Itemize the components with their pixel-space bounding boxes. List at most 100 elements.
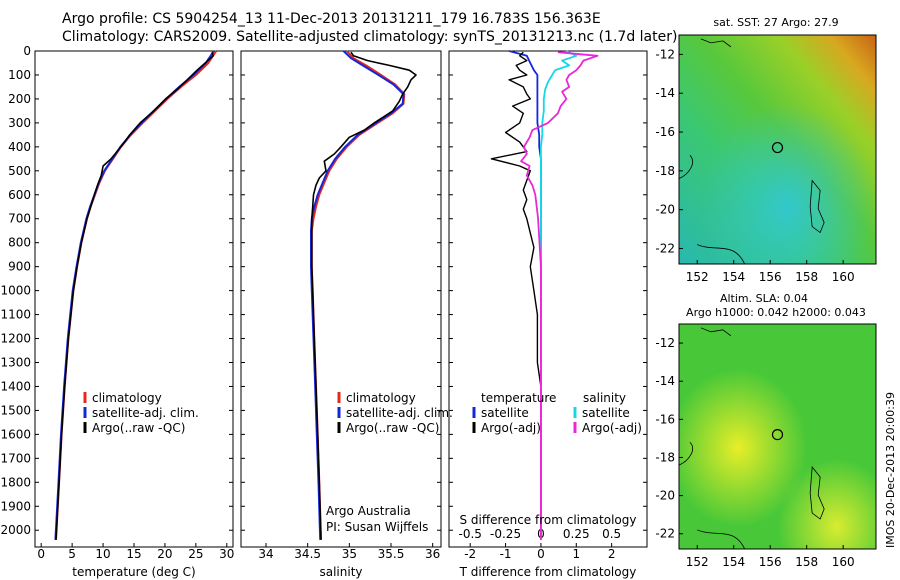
depth-tick-label: 1200 bbox=[0, 332, 31, 346]
sla-map-xtick-label: 154 bbox=[722, 555, 745, 569]
sla-map-north-contour bbox=[700, 327, 732, 337]
difference-t-xlabel: T difference from climatology bbox=[459, 565, 637, 579]
sla-map-ytick-label: -14 bbox=[655, 374, 675, 388]
difference-s-xlabel: S difference from climatology bbox=[460, 513, 637, 527]
salinity-xtick-label: 34.5 bbox=[294, 547, 321, 561]
depth-tick-label: 1600 bbox=[0, 427, 31, 441]
depth-tick-label: 700 bbox=[8, 212, 31, 226]
depth-tick-label: 500 bbox=[8, 164, 31, 178]
salinity-line-2 bbox=[310, 51, 417, 540]
difference-s-tick-label: -0.5 bbox=[459, 527, 482, 541]
temperature-line-2 bbox=[55, 51, 214, 540]
depth-tick-label: 0 bbox=[23, 44, 31, 58]
sla-map-subtitle: Argo h1000: 0.042 h2000: 0.043 bbox=[686, 306, 866, 319]
title-line-2: Climatology: CARS2009. Satellite-adjuste… bbox=[62, 29, 678, 45]
depth-tick-label: 1000 bbox=[0, 284, 31, 298]
legend-salinity-heading: salinity bbox=[583, 391, 626, 405]
chart-layer: 0100200300400500600700800900100011001200… bbox=[0, 16, 877, 579]
sst-map-xtick-label: 154 bbox=[722, 270, 745, 284]
sla-map-xtick-label: 160 bbox=[832, 555, 855, 569]
temperature-xtick-label: 20 bbox=[157, 547, 172, 561]
sst-map-title: sat. SST: 27 Argo: 27.9 bbox=[713, 16, 838, 29]
pi-label: PI: Susan Wijffels bbox=[326, 520, 428, 534]
sst-map-argo-marker bbox=[771, 141, 784, 154]
salinity-xtick-label: 36 bbox=[425, 547, 440, 561]
temperature-xtick-label: 10 bbox=[95, 547, 110, 561]
depth-tick-label: 1300 bbox=[0, 355, 31, 369]
sst-map-xtick-label: 152 bbox=[686, 270, 709, 284]
difference-plot-frame bbox=[448, 50, 648, 548]
sla-map-ytick-label: -18 bbox=[655, 450, 675, 464]
depth-tick-label: 1500 bbox=[0, 403, 31, 417]
difference-legend-s-satellite-label: satellite bbox=[582, 406, 630, 420]
salinity-xtick-label: 35 bbox=[342, 547, 357, 561]
sst-map-field-overlay bbox=[679, 35, 876, 264]
sla-map-shelf-contour bbox=[697, 529, 746, 550]
temperature-xtick-label: 30 bbox=[219, 547, 234, 561]
temperature-xtick-label: 15 bbox=[126, 547, 141, 561]
temperature-line-0 bbox=[55, 50, 218, 540]
sst-map-ytick-label: -12 bbox=[655, 47, 675, 61]
temperature-legend-0-label: climatology bbox=[92, 391, 162, 405]
sst-map-reef-contour bbox=[809, 179, 825, 234]
depth-tick-label: 1800 bbox=[0, 475, 31, 489]
salinity-legend-1-label: satellite-adj. clim. bbox=[346, 406, 453, 420]
sst-map-north-contour bbox=[700, 38, 732, 48]
sst-map-ytick-label: -22 bbox=[655, 241, 675, 255]
depth-tick-label: 1100 bbox=[0, 308, 31, 322]
difference-t-xtick-label: 2 bbox=[608, 547, 616, 561]
sst-map-ytick-label: -16 bbox=[655, 125, 675, 139]
salinity-xtick-label: 35.5 bbox=[378, 547, 405, 561]
depth-tick-label: 2000 bbox=[0, 523, 31, 537]
difference-legend-t-argo-label: Argo(-adj) bbox=[481, 421, 541, 435]
salinity-legend-2-label: Argo(..raw -QC) bbox=[346, 421, 439, 435]
difference-t-xtick-label: -2 bbox=[464, 547, 476, 561]
sst-map-shelf-contour bbox=[697, 244, 746, 265]
sst-map-ytick-label: -14 bbox=[655, 86, 675, 100]
legend-temperature-heading: temperature bbox=[481, 391, 556, 405]
sla-map-xtick-label: 158 bbox=[795, 555, 818, 569]
sla-map-ytick-label: -20 bbox=[655, 489, 675, 503]
sla-map-title: Altim. SLA: 0.04 bbox=[720, 292, 808, 305]
difference-t-xtick-label: -1 bbox=[500, 547, 512, 561]
difference-line-0 bbox=[508, 50, 542, 540]
depth-tick-label: 900 bbox=[8, 260, 31, 274]
difference-line-2 bbox=[540, 50, 578, 540]
difference-t-xtick-label: 0 bbox=[537, 547, 545, 561]
depth-tick-label: 200 bbox=[8, 92, 31, 106]
sst-map-xtick-label: 156 bbox=[759, 270, 782, 284]
salinity-legend-0-label: climatology bbox=[346, 391, 416, 405]
depth-tick-label: 100 bbox=[8, 68, 31, 82]
sla-map-ytick-label: -22 bbox=[655, 527, 675, 541]
sst-map-frame bbox=[678, 34, 877, 265]
depth-tick-label: 800 bbox=[8, 236, 31, 250]
difference-legend-s-argo-label: Argo(-adj) bbox=[582, 421, 642, 435]
salinity-xlabel: salinity bbox=[319, 565, 362, 579]
difference-line-1 bbox=[490, 51, 542, 540]
difference-t-xtick-label: 1 bbox=[572, 547, 580, 561]
timestamp-stamp: IMOS 20-Dec-2013 20:00:39 bbox=[884, 392, 897, 548]
sla-map-field-overlay bbox=[679, 324, 876, 549]
salinity-line-0 bbox=[310, 50, 406, 540]
depth-tick-label: 1400 bbox=[0, 379, 31, 393]
salinity-xtick-label: 34 bbox=[258, 547, 273, 561]
sla-map-xtick-label: 152 bbox=[686, 555, 709, 569]
argo-australia-label: Argo Australia bbox=[326, 504, 411, 518]
depth-tick-label: 1700 bbox=[0, 451, 31, 465]
temperature-xlabel: temperature (deg C) bbox=[72, 565, 195, 579]
sla-map-ytick-label: -16 bbox=[655, 412, 675, 426]
title-line-1: Argo profile: CS 5904254_13 11-Dec-2013 … bbox=[62, 11, 601, 27]
difference-s-tick-label: -0.25 bbox=[490, 527, 521, 541]
depth-tick-label: 1900 bbox=[0, 499, 31, 513]
temperature-plot-frame bbox=[34, 50, 234, 548]
sst-map-ytick-label: -20 bbox=[655, 203, 675, 217]
depth-tick-label: 400 bbox=[8, 140, 31, 154]
difference-line-3 bbox=[520, 51, 599, 540]
salinity-line-1 bbox=[310, 50, 405, 540]
sla-map-ytick-label: -12 bbox=[655, 336, 675, 350]
temperature-legend-2-label: Argo(..raw -QC) bbox=[92, 421, 185, 435]
sla-map-frame bbox=[678, 323, 877, 550]
sla-map-reef-contour bbox=[809, 465, 825, 520]
sst-map-coast-contour bbox=[678, 155, 693, 179]
